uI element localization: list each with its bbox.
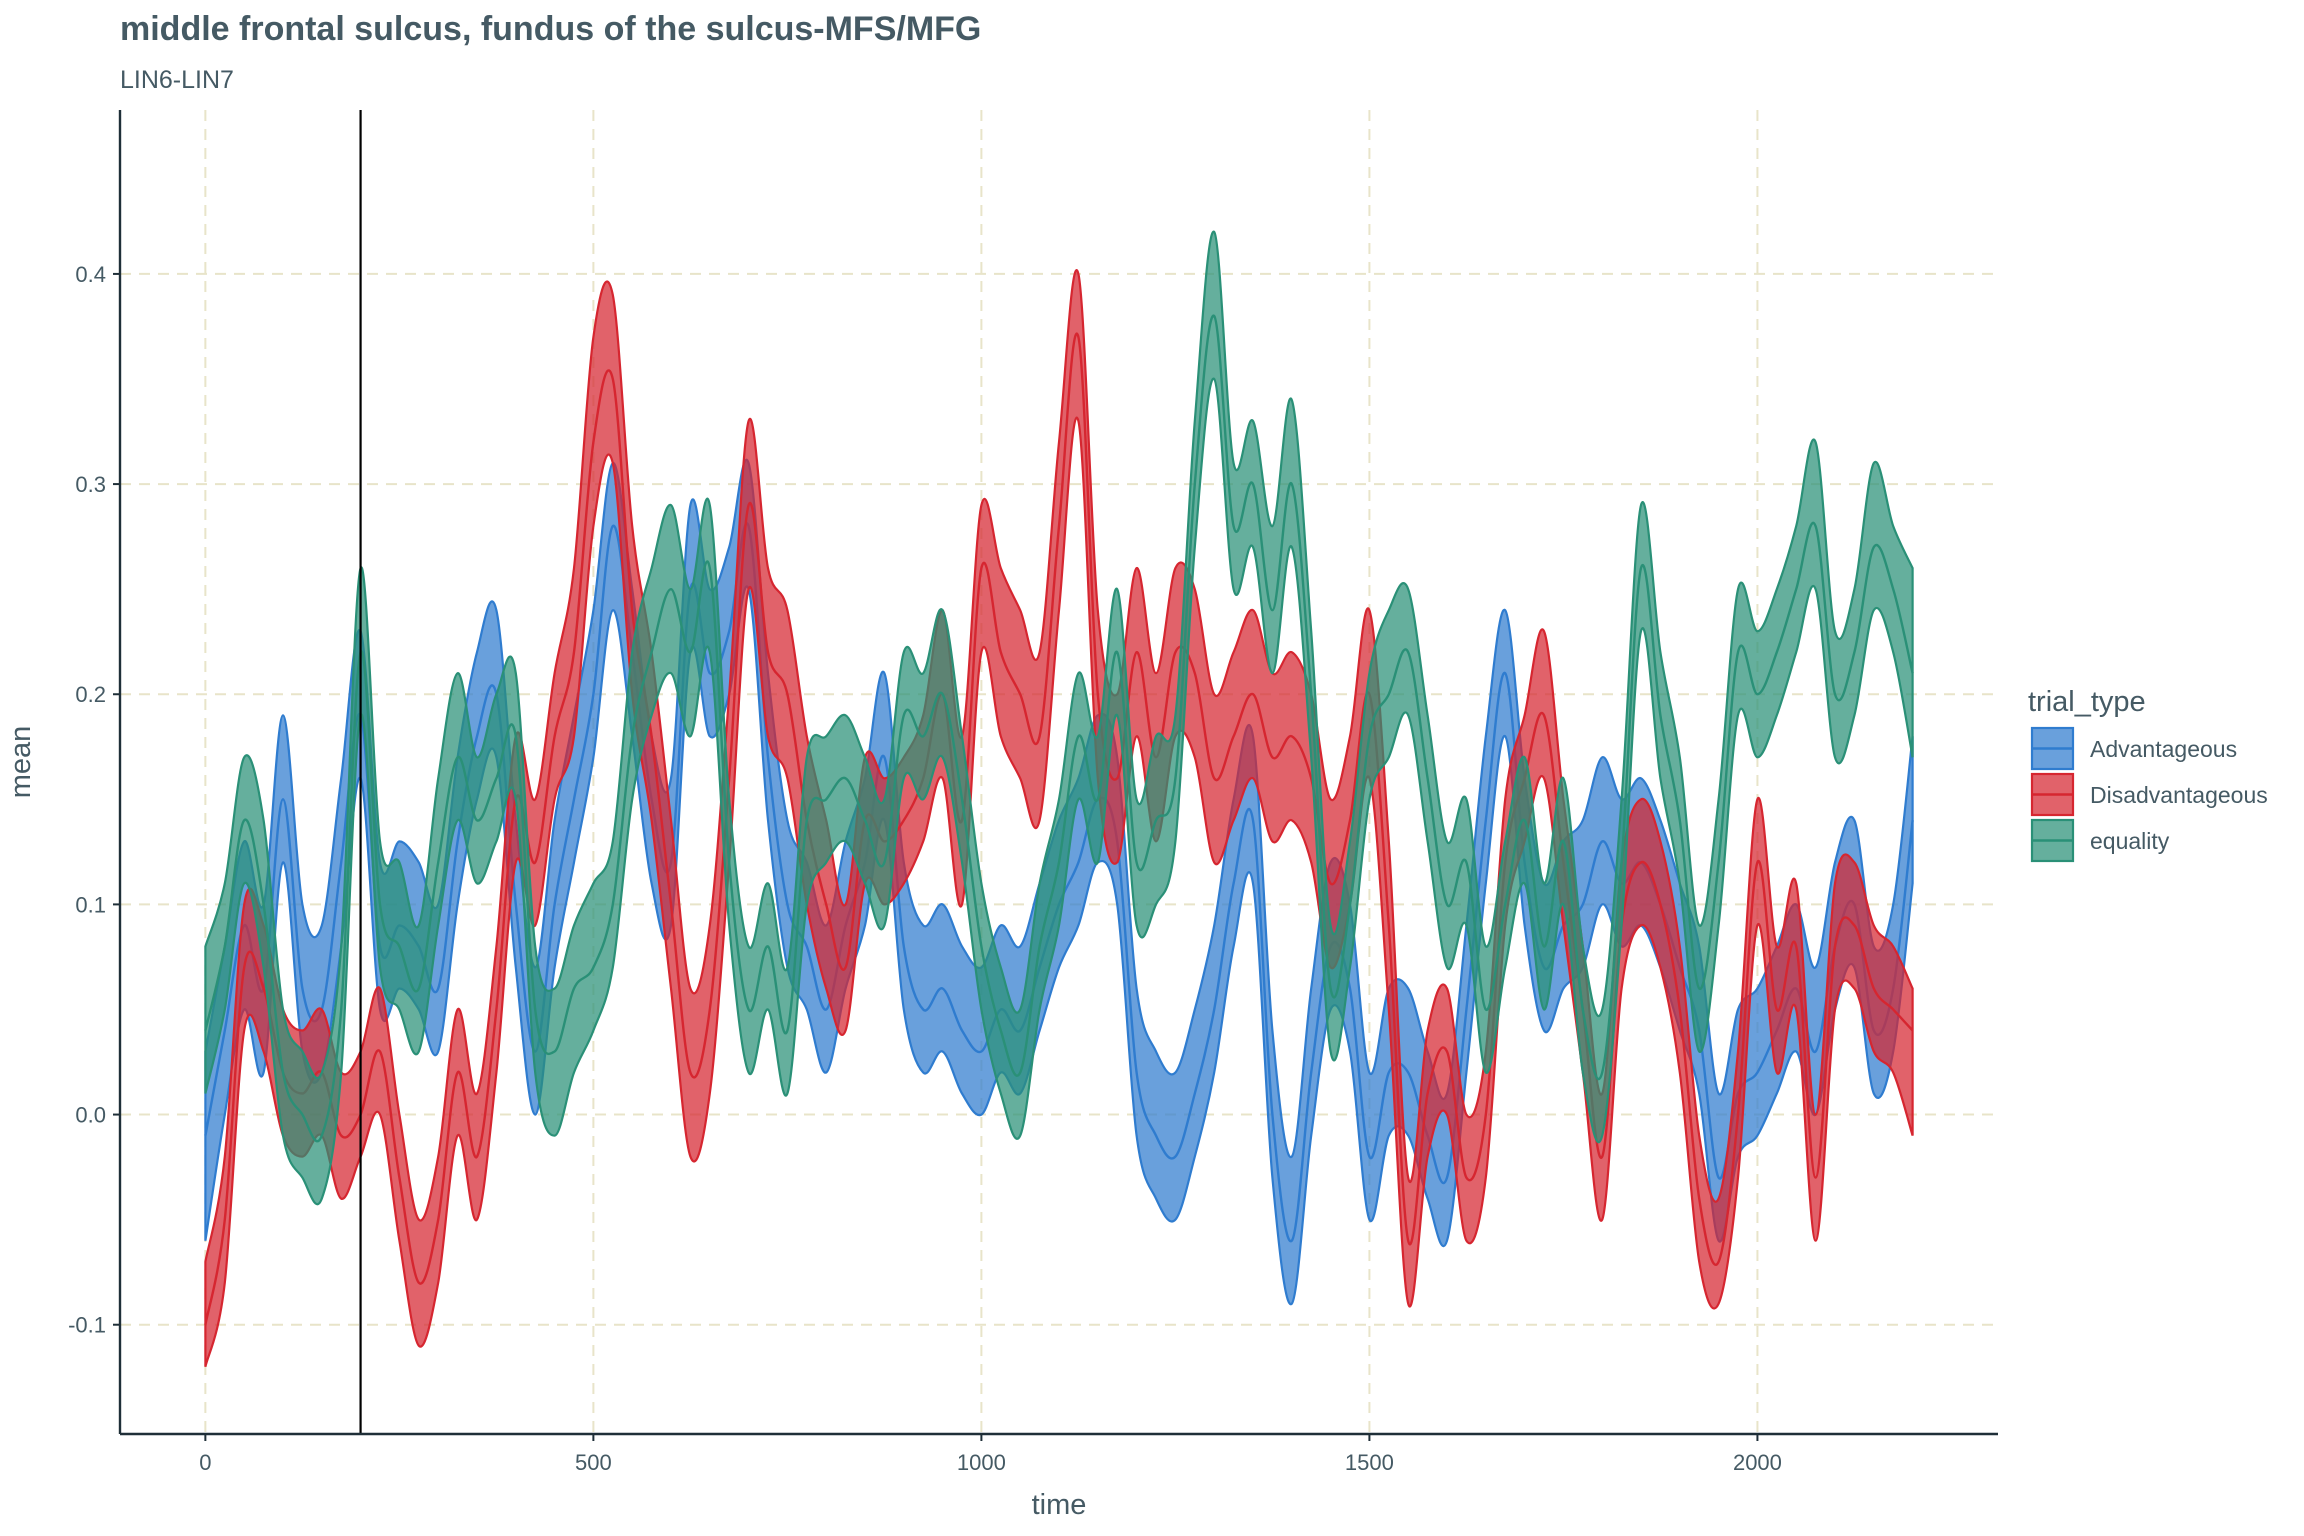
y-tick-label: 0.2 bbox=[75, 682, 106, 707]
chart-title: middle frontal sulcus, fundus of the sul… bbox=[120, 10, 982, 48]
x-axis-ticks: 0 500 1000 1500 2000 bbox=[199, 1434, 1782, 1475]
y-axis-title: mean bbox=[5, 726, 37, 799]
series-equality bbox=[204, 230, 1914, 1206]
x-tick-label: 2000 bbox=[1733, 1450, 1782, 1475]
legend-items: Advantageous Disadvantageous equality bbox=[2030, 726, 2268, 863]
y-tick-label: 0.1 bbox=[75, 892, 106, 917]
series-band-disadvantageous bbox=[204, 269, 1914, 1367]
legend-label-disadvantageous: Disadvantageous bbox=[2090, 782, 2268, 808]
legend-item-equality: equality bbox=[2030, 818, 2170, 863]
legend-item-advantageous: Advantageous bbox=[2030, 726, 2237, 771]
y-tick-label: 0.4 bbox=[75, 262, 106, 287]
series-line-equality bbox=[204, 314, 1914, 1143]
chart-subtitle: LIN6-LIN7 bbox=[120, 66, 234, 94]
series-band-equality bbox=[204, 230, 1914, 1206]
legend-label-advantageous: Advantageous bbox=[2090, 736, 2237, 762]
legend-label-equality: equality bbox=[2090, 828, 2170, 854]
y-tick-label: -0.1 bbox=[68, 1313, 106, 1338]
legend-item-disadvantageous: Disadvantageous bbox=[2030, 772, 2268, 817]
x-axis-title: time bbox=[1032, 1489, 1087, 1521]
y-tick-label: 0.0 bbox=[75, 1103, 106, 1128]
legend: trial_type Advantageous Disadvantageous eq… bbox=[2028, 686, 2268, 863]
series-layer bbox=[204, 230, 1914, 1367]
y-tick-label: 0.3 bbox=[75, 472, 106, 497]
y-axis-ticks: -0.1 0.0 0.1 0.2 0.3 0.4 bbox=[68, 262, 120, 1338]
x-tick-label: 0 bbox=[199, 1450, 211, 1475]
x-tick-label: 500 bbox=[575, 1450, 612, 1475]
x-tick-label: 1500 bbox=[1345, 1450, 1394, 1475]
legend-title: trial_type bbox=[2028, 686, 2146, 718]
x-tick-label: 1000 bbox=[957, 1450, 1006, 1475]
